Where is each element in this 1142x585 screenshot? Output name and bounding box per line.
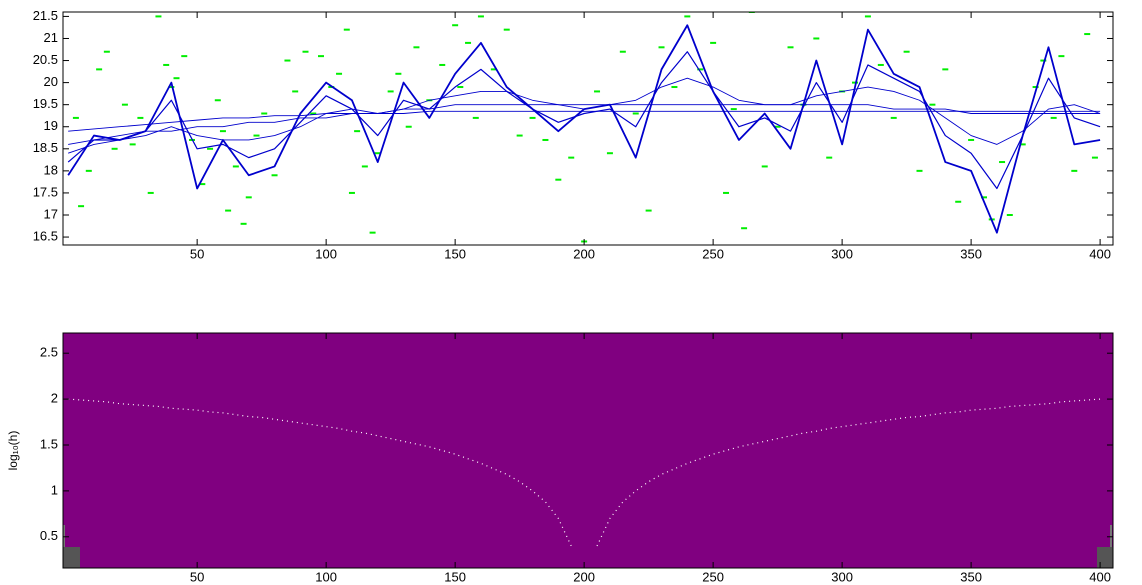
axes-frame: [62, 11, 1114, 246]
x-tick-label: 350: [960, 569, 982, 584]
y-tick-label: 1: [51, 482, 58, 497]
y-tick-label: 19.5: [33, 96, 58, 111]
y-tick-label: 20.5: [33, 52, 58, 67]
x-tick-label: 400: [1089, 569, 1111, 584]
y-tick-label: 20: [44, 74, 58, 89]
x-tick-label: 50: [190, 246, 204, 261]
y-tick-label: 17.5: [33, 184, 58, 199]
plot-background: [63, 333, 1113, 568]
edge-block: [1097, 547, 1113, 568]
x-tick-label: 200: [573, 569, 595, 584]
x-tick-label: 200: [573, 246, 595, 261]
data-line: [68, 77, 1101, 154]
x-tick-label: 300: [831, 246, 853, 261]
edge-block: [63, 547, 80, 568]
plot-layer: [63, 12, 1113, 568]
y-tick-label: 19: [44, 118, 58, 133]
y-tick-label: 16.5: [33, 228, 58, 243]
x-tick-label: 150: [444, 246, 466, 261]
y-tick-label: 2: [51, 391, 58, 406]
x-tick-label: 100: [315, 569, 337, 584]
y-tick-label: 0.5: [40, 528, 58, 543]
x-tick-label: 100: [315, 246, 337, 261]
data-line: [68, 398, 1101, 547]
axes-frame: [62, 332, 1114, 569]
x-tick-label: 250: [702, 246, 724, 261]
x-tick-label: 350: [960, 246, 982, 261]
y-tick-label: 18.5: [33, 140, 58, 155]
data-line: [67, 51, 1101, 190]
y-axis-label: log₁₀(h): [6, 431, 20, 471]
axes-layer: 50 100 150 200 250 300 350 40016.51717.51818.51…: [6, 8, 1114, 584]
x-tick-label: 250: [702, 569, 724, 584]
x-tick-label: 150: [444, 569, 466, 584]
y-tick-label: 21: [44, 30, 58, 45]
x-tick-label: 300: [831, 569, 853, 584]
y-tick-label: 1.5: [40, 436, 58, 451]
y-tick-label: 17: [44, 206, 58, 221]
x-tick-label: 50: [190, 569, 204, 584]
data-line: [68, 104, 1101, 145]
plot-content: [68, 398, 1101, 547]
data-line: [68, 110, 1101, 132]
plot-content: [67, 12, 1101, 243]
data-line: [67, 24, 1101, 234]
y-tick-label: 18: [44, 162, 58, 177]
y-tick-label: 21.5: [33, 8, 58, 23]
y-tick-label: 2.5: [40, 345, 58, 360]
x-tick-label: 400: [1089, 246, 1111, 261]
